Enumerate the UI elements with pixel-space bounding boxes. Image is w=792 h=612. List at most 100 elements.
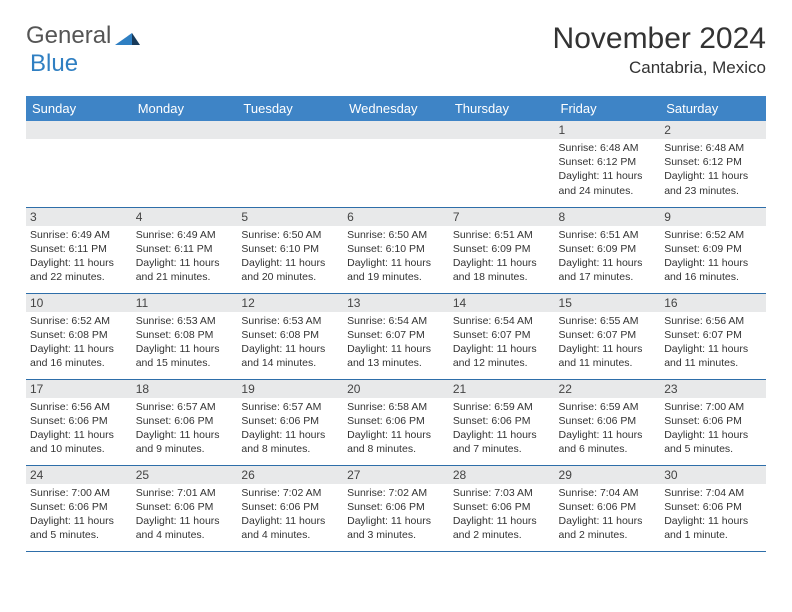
calendar-cell: 26 Sunrise: 7:02 AMSunset: 6:06 PMDayligh… — [237, 465, 343, 551]
day-number: 6 — [343, 208, 449, 226]
calendar-cell — [26, 121, 132, 207]
day-details: Sunrise: 6:51 AMSunset: 6:09 PMDaylight:… — [559, 228, 657, 285]
day-number: 14 — [449, 294, 555, 312]
day-number: 8 — [555, 208, 661, 226]
day-number: 16 — [660, 294, 766, 312]
calendar-cell: 23Sunrise: 7:00 AMSunset: 6:06 PMDayligh… — [660, 379, 766, 465]
day-number: 3 — [26, 208, 132, 226]
day-details: Sunrise: 6:56 AMSunset: 6:07 PMDaylight:… — [664, 314, 762, 371]
day-details: Sunrise: 6:53 AMSunset: 6:08 PMDaylight:… — [136, 314, 234, 371]
calendar-cell — [237, 121, 343, 207]
day-number: 18 — [132, 380, 238, 398]
day-number: 22 — [555, 380, 661, 398]
location: Cantabria, Mexico — [553, 58, 766, 78]
empty-day-header — [343, 121, 449, 139]
calendar-cell: 5 Sunrise: 6:50 AMSunset: 6:10 PMDaylight… — [237, 207, 343, 293]
calendar-cell: 2 Sunrise: 6:48 AMSunset: 6:12 PMDaylight… — [660, 121, 766, 207]
calendar-row: 24Sunrise: 7:00 AMSunset: 6:06 PMDayligh… — [26, 465, 766, 551]
day-details: Sunrise: 7:04 AMSunset: 6:06 PMDaylight:… — [559, 486, 657, 543]
day-details: Sunrise: 6:48 AMSunset: 6:12 PMDaylight:… — [664, 141, 762, 198]
day-details: Sunrise: 6:49 AMSunset: 6:11 PMDaylight:… — [136, 228, 234, 285]
day-number: 11 — [132, 294, 238, 312]
day-number: 5 — [237, 208, 343, 226]
day-number: 12 — [237, 294, 343, 312]
day-details: Sunrise: 6:56 AMSunset: 6:06 PMDaylight:… — [30, 400, 128, 457]
logo-icon — [115, 26, 141, 54]
calendar-cell: 18Sunrise: 6:57 AMSunset: 6:06 PMDayligh… — [132, 379, 238, 465]
calendar-cell — [132, 121, 238, 207]
day-details: Sunrise: 6:50 AMSunset: 6:10 PMDaylight:… — [241, 228, 339, 285]
day-details: Sunrise: 7:03 AMSunset: 6:06 PMDaylight:… — [453, 486, 551, 543]
calendar-cell: 30Sunrise: 7:04 AMSunset: 6:06 PMDayligh… — [660, 465, 766, 551]
day-details: Sunrise: 6:54 AMSunset: 6:07 PMDaylight:… — [453, 314, 551, 371]
day-number: 4 — [132, 208, 238, 226]
calendar-cell: 20Sunrise: 6:58 AMSunset: 6:06 PMDayligh… — [343, 379, 449, 465]
day-number: 29 — [555, 466, 661, 484]
day-details: Sunrise: 7:02 AMSunset: 6:06 PMDaylight:… — [241, 486, 339, 543]
calendar-cell: 17 Sunrise: 6:56 AMSunset: 6:06 PMDayligh… — [26, 379, 132, 465]
day-details: Sunrise: 6:55 AMSunset: 6:07 PMDaylight:… — [559, 314, 657, 371]
empty-day-header — [26, 121, 132, 139]
calendar-cell: 7 Sunrise: 6:51 AMSunset: 6:09 PMDaylight… — [449, 207, 555, 293]
day-details: Sunrise: 7:01 AMSunset: 6:06 PMDaylight:… — [136, 486, 234, 543]
calendar-cell: 15 Sunrise: 6:55 AMSunset: 6:07 PMDayligh… — [555, 293, 661, 379]
day-number: 15 — [555, 294, 661, 312]
calendar-row: 3Sunrise: 6:49 AMSunset: 6:11 PMDaylight… — [26, 207, 766, 293]
day-number: 21 — [449, 380, 555, 398]
day-details: Sunrise: 6:57 AMSunset: 6:06 PMDaylight:… — [241, 400, 339, 457]
calendar-cell: 24Sunrise: 7:00 AMSunset: 6:06 PMDayligh… — [26, 465, 132, 551]
day-number: 26 — [237, 466, 343, 484]
calendar-cell: 21 Sunrise: 6:59 AMSunset: 6:06 PMDayligh… — [449, 379, 555, 465]
day-header: Saturday — [660, 96, 766, 121]
day-details: Sunrise: 6:51 AMSunset: 6:09 PMDaylight:… — [453, 228, 551, 285]
day-number: 2 — [660, 121, 766, 139]
day-number: 17 — [26, 380, 132, 398]
calendar-cell: 8 Sunrise: 6:51 AMSunset: 6:09 PMDaylight… — [555, 207, 661, 293]
calendar-cell: 29 Sunrise: 7:04 AMSunset: 6:06 PMDayligh… — [555, 465, 661, 551]
calendar-cell: 19Sunrise: 6:57 AMSunset: 6:06 PMDayligh… — [237, 379, 343, 465]
day-details: Sunrise: 7:00 AMSunset: 6:06 PMDaylight:… — [30, 486, 128, 543]
day-details: Sunrise: 6:58 AMSunset: 6:06 PMDaylight:… — [347, 400, 445, 457]
calendar-cell: 14 Sunrise: 6:54 AMSunset: 6:07 PMDayligh… — [449, 293, 555, 379]
logo-word1: General — [26, 22, 111, 50]
logo-word2: Blue — [30, 50, 78, 78]
day-header: Wednesday — [343, 96, 449, 121]
day-number: 25 — [132, 466, 238, 484]
header: General November 2024 Cantabria, Mexico — [26, 22, 766, 78]
day-number: 13 — [343, 294, 449, 312]
calendar-cell: 1Sunrise: 6:48 AMSunset: 6:12 PMDaylight… — [555, 121, 661, 207]
calendar-cell: 28Sunrise: 7:03 AMSunset: 6:06 PMDayligh… — [449, 465, 555, 551]
calendar-cell: 9Sunrise: 6:52 AMSunset: 6:09 PMDaylight… — [660, 207, 766, 293]
day-header-row: SundayMondayTuesdayWednesdayThursdayFrid… — [26, 96, 766, 121]
calendar-cell: 22 Sunrise: 6:59 AMSunset: 6:06 PMDayligh… — [555, 379, 661, 465]
calendar-cell: 13 Sunrise: 6:54 AMSunset: 6:07 PMDayligh… — [343, 293, 449, 379]
day-details: Sunrise: 7:00 AMSunset: 6:06 PMDaylight:… — [664, 400, 762, 457]
day-number: 7 — [449, 208, 555, 226]
calendar-cell: 6 Sunrise: 6:50 AMSunset: 6:10 PMDaylight… — [343, 207, 449, 293]
day-details: Sunrise: 7:02 AMSunset: 6:06 PMDaylight:… — [347, 486, 445, 543]
day-details: Sunrise: 6:52 AMSunset: 6:08 PMDaylight:… — [30, 314, 128, 371]
calendar-row: 17 Sunrise: 6:56 AMSunset: 6:06 PMDayligh… — [26, 379, 766, 465]
calendar-row: 1Sunrise: 6:48 AMSunset: 6:12 PMDaylight… — [26, 121, 766, 207]
day-header: Friday — [555, 96, 661, 121]
calendar-row: 10 Sunrise: 6:52 AMSunset: 6:08 PMDayligh… — [26, 293, 766, 379]
calendar-cell: 10 Sunrise: 6:52 AMSunset: 6:08 PMDayligh… — [26, 293, 132, 379]
day-number: 27 — [343, 466, 449, 484]
day-details: Sunrise: 7:04 AMSunset: 6:06 PMDaylight:… — [664, 486, 762, 543]
day-header: Tuesday — [237, 96, 343, 121]
day-details: Sunrise: 6:49 AMSunset: 6:11 PMDaylight:… — [30, 228, 128, 285]
calendar-cell — [449, 121, 555, 207]
empty-day-header — [449, 121, 555, 139]
day-details: Sunrise: 6:54 AMSunset: 6:07 PMDaylight:… — [347, 314, 445, 371]
calendar-table: SundayMondayTuesdayWednesdayThursdayFrid… — [26, 96, 766, 552]
day-details: Sunrise: 6:52 AMSunset: 6:09 PMDaylight:… — [664, 228, 762, 285]
calendar-cell: 4 Sunrise: 6:49 AMSunset: 6:11 PMDaylight… — [132, 207, 238, 293]
page-title: November 2024 — [553, 22, 766, 56]
day-details: Sunrise: 6:59 AMSunset: 6:06 PMDaylight:… — [559, 400, 657, 457]
day-details: Sunrise: 6:48 AMSunset: 6:12 PMDaylight:… — [559, 141, 657, 198]
calendar-cell: 11 Sunrise: 6:53 AMSunset: 6:08 PMDayligh… — [132, 293, 238, 379]
day-number: 10 — [26, 294, 132, 312]
calendar-cell: 12Sunrise: 6:53 AMSunset: 6:08 PMDayligh… — [237, 293, 343, 379]
day-details: Sunrise: 6:50 AMSunset: 6:10 PMDaylight:… — [347, 228, 445, 285]
day-details: Sunrise: 6:59 AMSunset: 6:06 PMDaylight:… — [453, 400, 551, 457]
